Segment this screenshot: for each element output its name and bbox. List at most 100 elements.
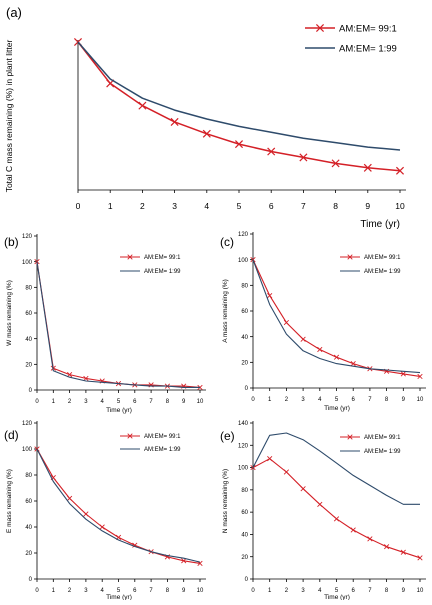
data-point-marker (333, 354, 340, 360)
legend-label-1: AM:EM= 99:1 (364, 255, 401, 261)
x-tick-label: 7 (149, 588, 153, 594)
x-tick-label: 4 (101, 399, 105, 405)
x-tick-label: 9 (182, 399, 186, 405)
y-axis-label: A mass remaining (%) (222, 279, 229, 343)
x-tick-label: 0 (76, 201, 81, 211)
y-tick-label: 40 (241, 335, 248, 341)
y-tick-label: 80 (25, 285, 32, 291)
legend-marker (127, 254, 133, 260)
y-tick-label: 20 (241, 555, 248, 561)
data-point-marker (300, 486, 306, 492)
x-tick-label: 4 (101, 588, 105, 594)
data-point-marker (395, 166, 405, 175)
panel-label: (b) (4, 235, 19, 249)
series-line-2 (252, 432, 420, 505)
y-tick-label: 0 (245, 577, 249, 583)
x-tick-label: 6 (352, 588, 356, 594)
legend-label-1: AM:EM= 99:1 (144, 434, 181, 440)
panel-label: (e) (220, 429, 235, 443)
x-tick-label: 3 (84, 399, 88, 405)
y-tick-label: 40 (25, 337, 32, 343)
data-point-marker (202, 129, 211, 138)
y-tick-label: 0 (29, 577, 33, 583)
x-axis-label: Time (yr) (360, 219, 400, 230)
x-tick-label: 3 (172, 201, 177, 211)
data-point-marker (267, 456, 273, 462)
x-tick-label: 10 (197, 588, 204, 594)
x-tick-label: 0 (251, 397, 255, 403)
x-tick-label: 6 (133, 588, 137, 594)
y-tick-label: 100 (238, 466, 249, 472)
x-tick-label: 0 (251, 588, 255, 594)
y-tick-label: 0 (245, 386, 249, 392)
data-point-marker (267, 292, 273, 299)
data-point-marker (250, 257, 256, 263)
x-tick-label: 7 (301, 201, 306, 211)
data-point-marker (138, 101, 147, 110)
x-tick-label: 5 (117, 399, 121, 405)
data-point-marker (350, 361, 356, 367)
x-tick-label: 3 (301, 588, 305, 594)
y-tick-label: 120 (22, 421, 33, 427)
x-tick-label: 10 (417, 588, 424, 594)
y-tick-label: 80 (241, 488, 248, 494)
panel-label: (c) (220, 235, 234, 249)
data-point-marker (283, 469, 290, 475)
series-line-1 (36, 261, 201, 388)
x-tick-label: 2 (285, 588, 289, 594)
x-tick-label: 2 (140, 201, 145, 211)
x-tick-label: 0 (35, 399, 39, 405)
y-axis-label: N mass remaining (%) (222, 469, 229, 533)
data-point-marker (400, 371, 406, 377)
y-tick-label: 20 (241, 360, 248, 366)
y-tick-label: 120 (22, 234, 33, 240)
x-tick-label: 7 (368, 397, 372, 403)
data-point-marker (181, 558, 187, 564)
y-tick-label: 100 (238, 258, 249, 264)
x-tick-label: 1 (52, 588, 56, 594)
legend-marker (347, 254, 353, 260)
x-tick-label: 8 (385, 397, 389, 403)
x-tick-label: 10 (395, 201, 405, 211)
panel-a: 0 1 2 3 4 5 6 7 8 9 10 (a) Time (yr) Total C mass rem… (4, 5, 406, 230)
legend-label-1: AM:EM= 99:1 (144, 255, 181, 261)
x-tick-label: 6 (352, 397, 356, 403)
y-tick-label: 100 (22, 447, 33, 453)
series-line-2 (77, 41, 401, 151)
x-tick-label: 4 (318, 397, 322, 403)
y-tick-label: 100 (22, 260, 33, 266)
x-tick-label: 10 (417, 397, 424, 403)
x-tick-label: 1 (52, 399, 56, 405)
x-tick-label: 4 (318, 588, 322, 594)
data-point-marker (317, 346, 323, 353)
x-tick-label: 5 (335, 397, 339, 403)
x-tick-label: 1 (108, 201, 113, 211)
y-tick-label: 140 (238, 421, 249, 427)
data-point-marker (367, 536, 373, 542)
x-tick-label: 0 (35, 588, 39, 594)
x-tick-label: 2 (68, 399, 72, 405)
data-point-marker (283, 319, 290, 326)
y-tick-label: 40 (241, 533, 248, 539)
data-point-marker (299, 153, 308, 162)
legend-label-1: AM:EM= 99:1 (364, 435, 401, 441)
x-tick-label: 6 (269, 201, 274, 211)
series-line-1 (36, 448, 201, 564)
series-line-1 (77, 41, 401, 172)
legend-label-2: AM:EM= 1:99 (364, 269, 401, 275)
legend-marker (315, 23, 325, 33)
x-tick-label: 3 (301, 397, 305, 403)
data-point-marker (417, 555, 423, 561)
series-line-1 (252, 458, 421, 559)
data-point-marker (34, 259, 40, 265)
series-line-2 (36, 261, 200, 388)
data-point-marker (66, 495, 73, 502)
x-axis-label: Time (yr) (106, 407, 132, 414)
x-axis-label: Time (yr) (324, 594, 350, 600)
x-tick-label: 3 (84, 588, 88, 594)
data-point-marker (363, 163, 372, 172)
